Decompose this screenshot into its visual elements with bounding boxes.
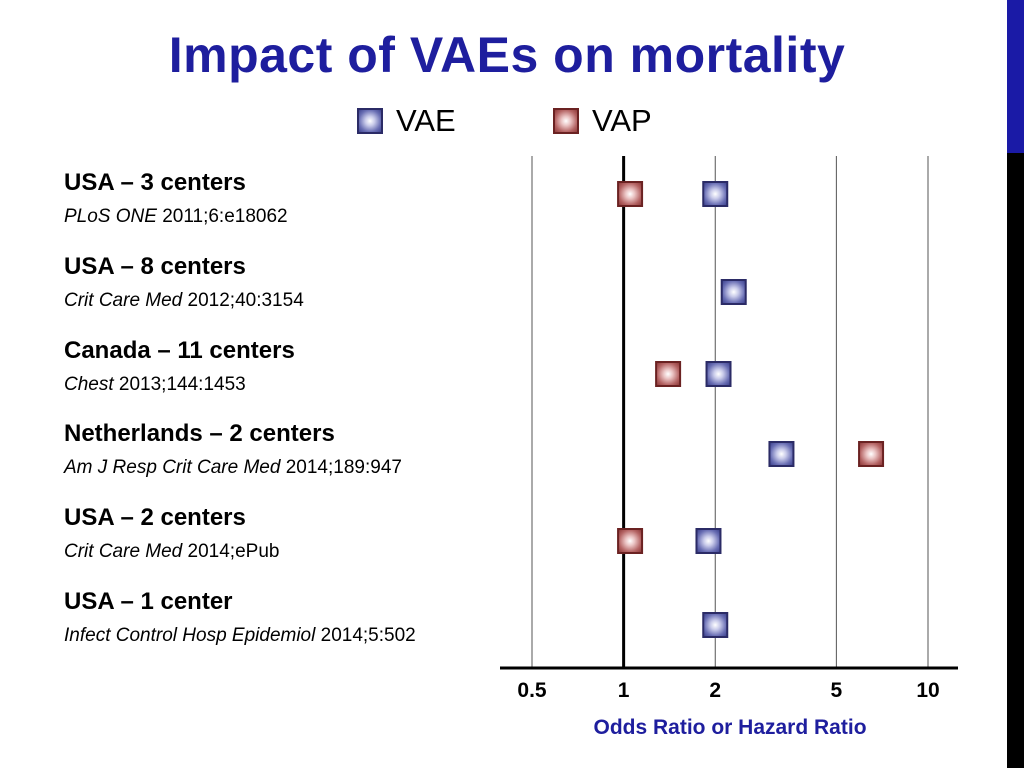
journal-name: PLoS ONE bbox=[64, 206, 157, 227]
study-name: USA – 2 centers bbox=[64, 504, 246, 531]
vae-point bbox=[702, 612, 729, 638]
right-edge-bar bbox=[1007, 0, 1024, 768]
vap-marker-icon bbox=[553, 108, 579, 134]
study-name: Canada – 11 centers bbox=[64, 337, 295, 364]
vap-point bbox=[617, 181, 644, 207]
vae-point bbox=[705, 361, 732, 387]
citation-ref: 2013;144:1453 bbox=[113, 374, 246, 395]
vap-point bbox=[858, 441, 885, 467]
citation-ref: 2012;40:3154 bbox=[182, 290, 304, 311]
study-citation: Am J Resp Crit Care Med 2014;189:947 bbox=[64, 456, 402, 480]
legend-label-vae: VAE bbox=[396, 103, 456, 138]
citation-ref: 2014;ePub bbox=[182, 541, 280, 562]
vae-point bbox=[768, 441, 795, 467]
study-name: Netherlands – 2 centers bbox=[64, 420, 335, 447]
study-row: USA – 2 centers Crit Care Med 2014;ePub bbox=[64, 504, 279, 564]
citation-ref: 2014;5:502 bbox=[315, 625, 416, 646]
x-tick-label: 1 bbox=[618, 679, 630, 702]
study-row: USA – 3 centers PLoS ONE 2011;6:e18062 bbox=[64, 169, 288, 229]
x-axis-title: Odds Ratio or Hazard Ratio bbox=[593, 716, 866, 739]
vap-point bbox=[655, 361, 682, 387]
vap-point bbox=[617, 528, 644, 554]
citation-ref: 2014;189:947 bbox=[280, 457, 402, 478]
study-row: USA – 8 centers Crit Care Med 2012;40:31… bbox=[64, 253, 304, 313]
vae-marker-icon bbox=[357, 108, 383, 134]
study-citation: Chest 2013;144:1453 bbox=[64, 373, 295, 397]
journal-name: Infect Control Hosp Epidemiol bbox=[64, 625, 316, 646]
journal-name: Am J Resp Crit Care Med bbox=[64, 457, 281, 478]
x-tick-label: 2 bbox=[709, 679, 721, 702]
slide-title: Impact of VAEs on mortality bbox=[168, 27, 846, 83]
vae-point bbox=[720, 279, 747, 305]
study-citation: Crit Care Med 2014;ePub bbox=[64, 540, 279, 564]
legend-item-vap: VAP bbox=[553, 103, 652, 139]
journal-name: Chest bbox=[64, 374, 114, 395]
study-row: Canada – 11 centers Chest 2013;144:1453 bbox=[64, 337, 295, 397]
x-tick-label: 10 bbox=[916, 679, 939, 702]
vae-point bbox=[695, 528, 722, 554]
study-row: USA – 1 center Infect Control Hosp Epide… bbox=[64, 588, 416, 648]
study-name: USA – 3 centers bbox=[64, 169, 246, 196]
study-name: USA – 8 centers bbox=[64, 253, 246, 280]
study-name: USA – 1 center bbox=[64, 588, 233, 615]
journal-name: Crit Care Med bbox=[64, 290, 183, 311]
right-edge-accent bbox=[1007, 0, 1024, 153]
study-row: Netherlands – 2 centers Am J Resp Crit C… bbox=[64, 420, 402, 480]
x-tick-label: 0.5 bbox=[517, 679, 547, 702]
vae-point bbox=[702, 181, 729, 207]
study-citation: Infect Control Hosp Epidemiol 2014;5:502 bbox=[64, 624, 416, 648]
legend-item-vae: VAE bbox=[357, 103, 456, 139]
journal-name: Crit Care Med bbox=[64, 541, 183, 562]
legend-label-vap: VAP bbox=[592, 103, 652, 138]
study-citation: PLoS ONE 2011;6:e18062 bbox=[64, 205, 288, 229]
citation-ref: 2011;6:e18062 bbox=[156, 206, 288, 227]
x-tick-label: 5 bbox=[831, 679, 843, 702]
study-citation: Crit Care Med 2012;40:3154 bbox=[64, 289, 304, 313]
